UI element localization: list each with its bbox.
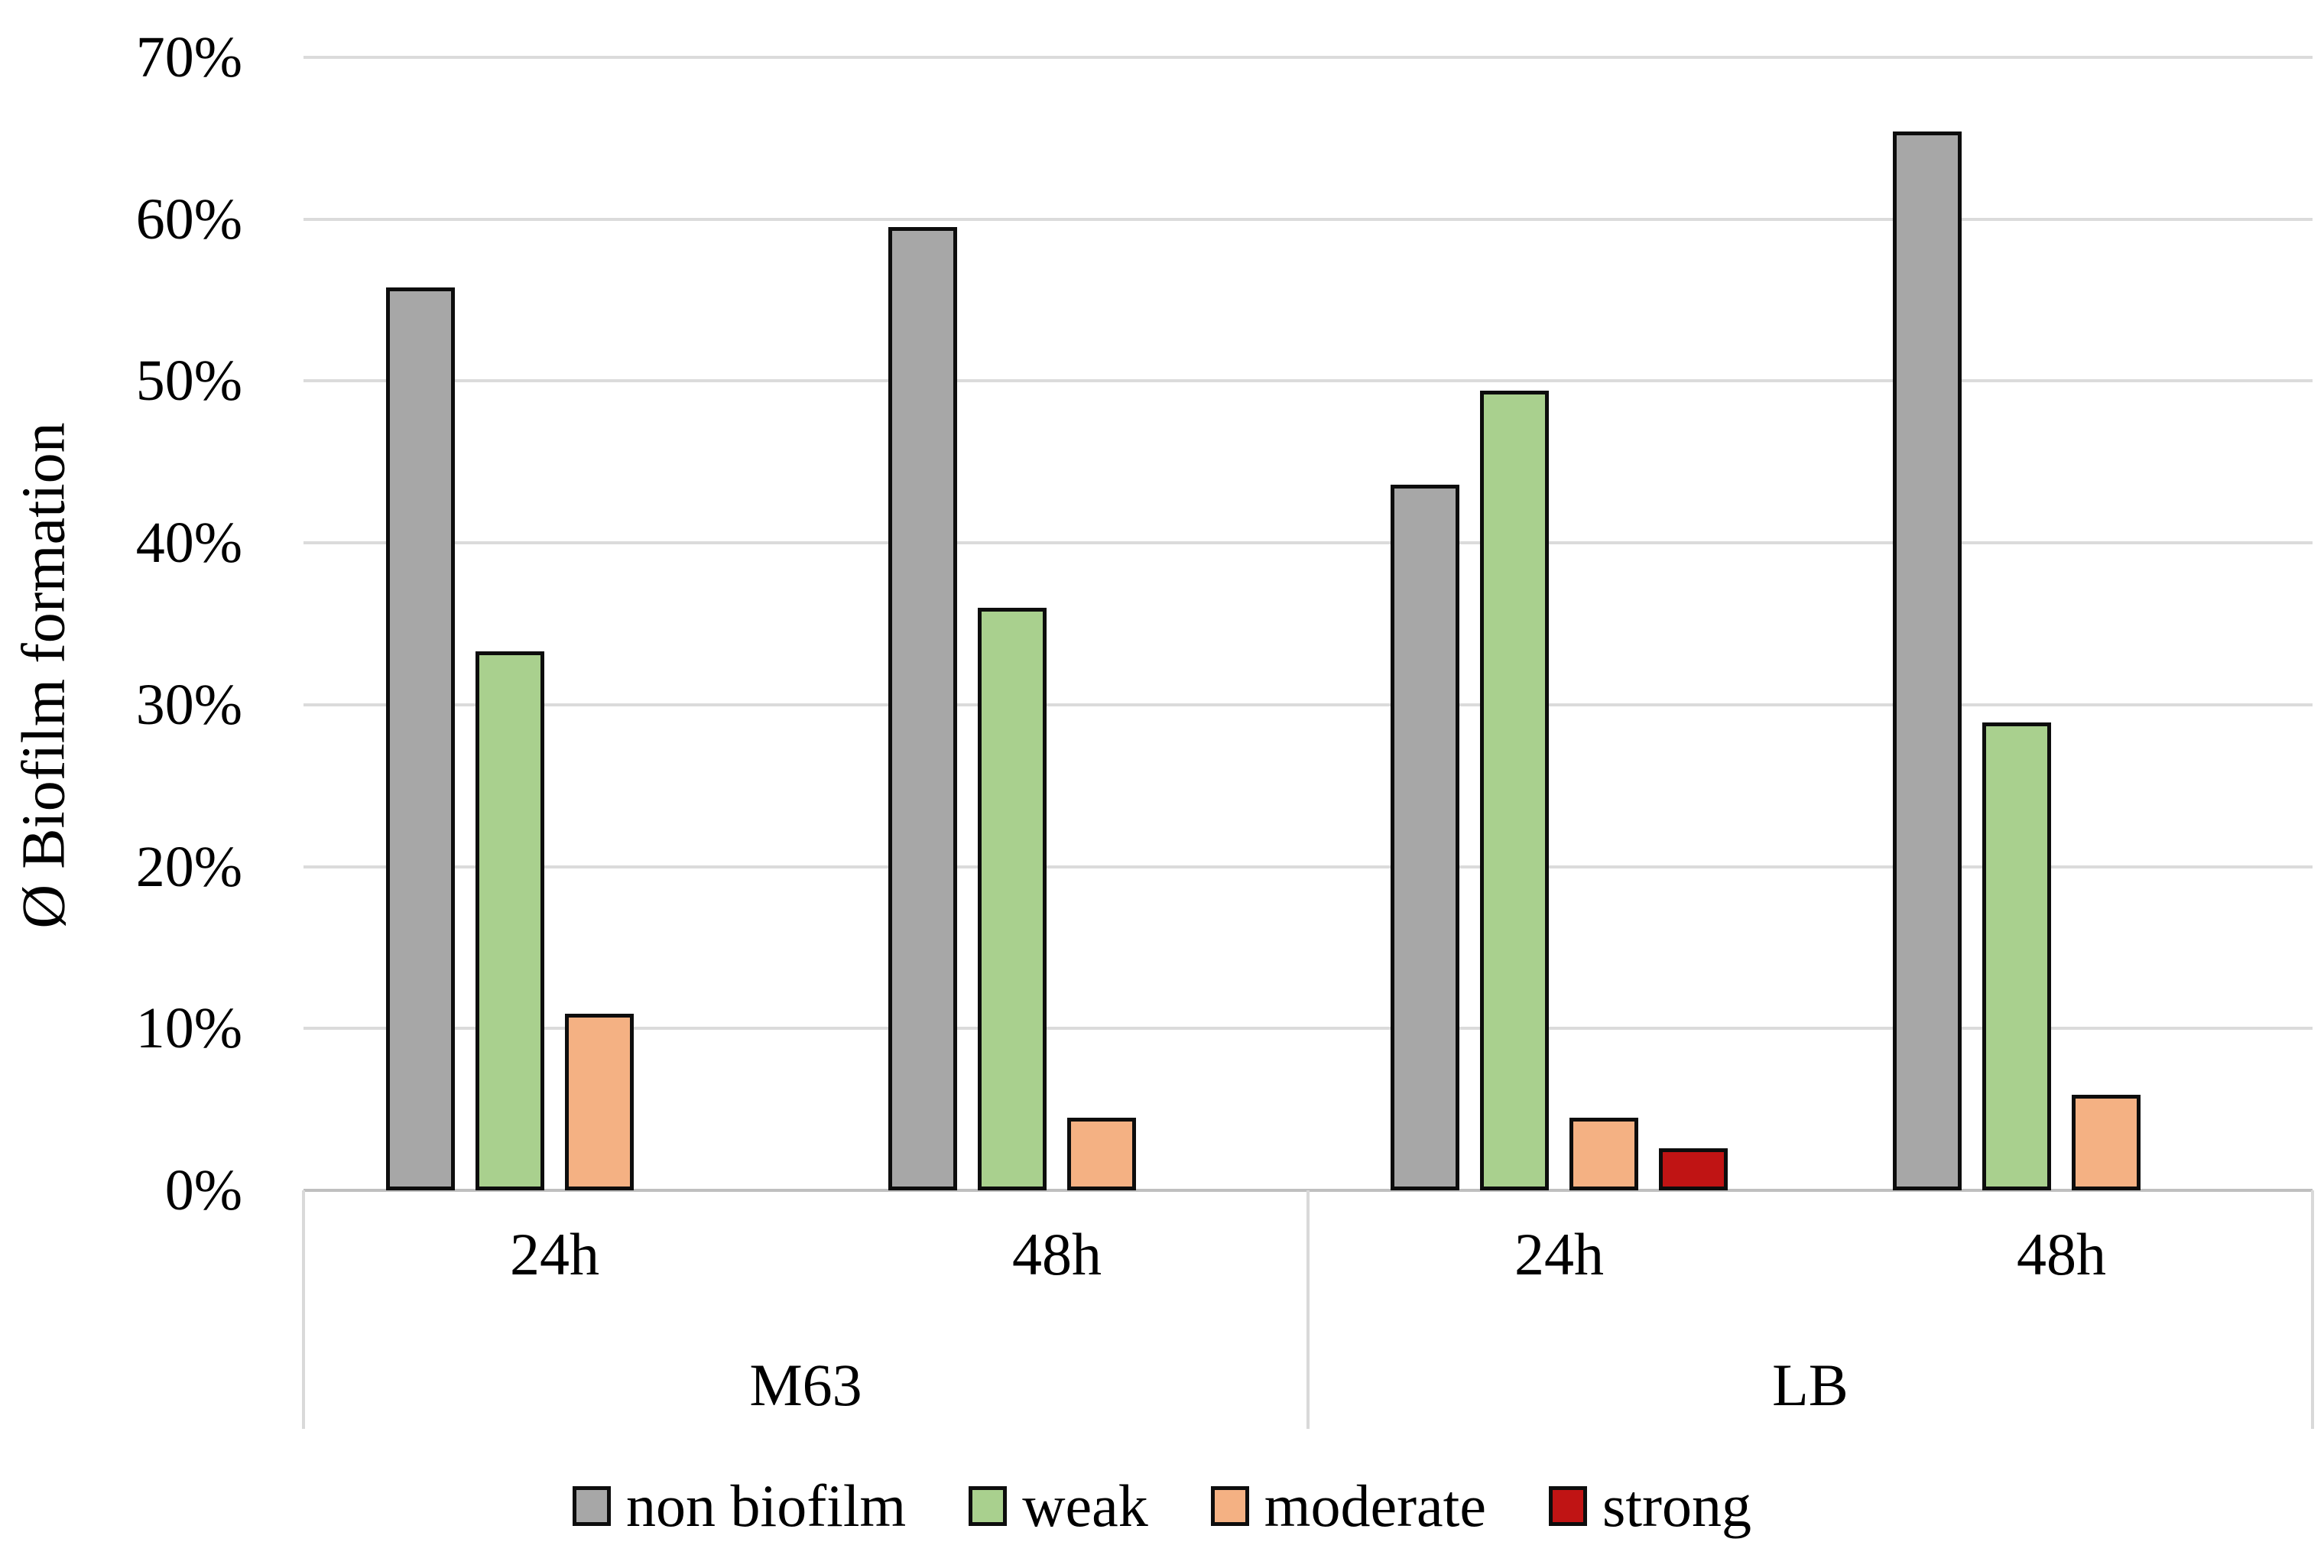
gridline-50% — [303, 379, 2313, 383]
time-label-LB-24h: 24h — [1514, 1221, 1604, 1287]
y-tick-label-10%: 10% — [135, 996, 242, 1061]
y-tick-label-50%: 50% — [135, 349, 242, 414]
time-label-M63-48h: 48h — [1012, 1221, 1102, 1287]
bar-M63-48h-weak — [978, 608, 1047, 1190]
legend-label-non-biofilm: non biofilm — [626, 1472, 907, 1539]
bar-LB-24h-weak — [1480, 391, 1549, 1190]
bar-LB-48h-non-biofilm — [1893, 131, 1962, 1190]
legend-label-strong: strong — [1602, 1472, 1751, 1539]
time-label-LB-48h: 48h — [2017, 1221, 2106, 1287]
legend: non biofilm weak moderate strong — [0, 1474, 2324, 1538]
gridline-60% — [303, 217, 2313, 221]
bar-LB-24h-moderate — [1569, 1118, 1638, 1190]
y-tick-label-60%: 60% — [135, 187, 242, 252]
legend-item-weak: weak — [969, 1474, 1148, 1538]
legend-swatch-non-biofilm-icon — [573, 1486, 612, 1526]
bar-LB-24h-non-biofilm — [1391, 485, 1459, 1190]
y-tick-label-70%: 70% — [135, 25, 242, 89]
legend-swatch-weak-icon — [969, 1486, 1008, 1526]
legend-swatch-strong-icon — [1548, 1486, 1587, 1526]
category-divider-2 — [2311, 1190, 2314, 1429]
legend-item-strong: strong — [1548, 1472, 1751, 1539]
bar-M63-48h-non-biofilm — [888, 227, 957, 1190]
legend-swatch-moderate-icon — [1210, 1486, 1249, 1526]
y-tick-label-40%: 40% — [135, 511, 242, 576]
bar-LB-48h-moderate — [2072, 1095, 2141, 1190]
legend-label-moderate: moderate — [1264, 1472, 1486, 1539]
y-tick-label-30%: 30% — [135, 672, 242, 737]
medium-label-M63: M63 — [749, 1352, 862, 1418]
bar-LB-48h-weak — [1982, 722, 2051, 1190]
legend-label-weak: weak — [1022, 1472, 1148, 1539]
bar-M63-24h-non-biofilm — [386, 287, 455, 1190]
gridline-20% — [303, 865, 2313, 868]
bar-M63-24h-weak — [476, 651, 544, 1190]
category-divider-1 — [1306, 1190, 1310, 1429]
bar-M63-24h-moderate — [565, 1014, 634, 1190]
legend-item-non-biofilm: non biofilm — [573, 1474, 906, 1538]
bar-LB-24h-strong — [1659, 1148, 1728, 1190]
gridline-30% — [303, 703, 2313, 706]
y-tick-label-20%: 20% — [135, 834, 242, 899]
gridline-70% — [303, 56, 2313, 59]
y-tick-label-0%: 0% — [164, 1158, 242, 1222]
time-label-M63-24h: 24h — [510, 1221, 599, 1287]
category-divider-0 — [302, 1190, 305, 1429]
medium-label-LB: LB — [1772, 1352, 1848, 1418]
gridline-40% — [303, 541, 2313, 545]
gridline-10% — [303, 1027, 2313, 1031]
bar-M63-48h-moderate — [1067, 1118, 1136, 1190]
legend-item-moderate: moderate — [1210, 1472, 1486, 1539]
